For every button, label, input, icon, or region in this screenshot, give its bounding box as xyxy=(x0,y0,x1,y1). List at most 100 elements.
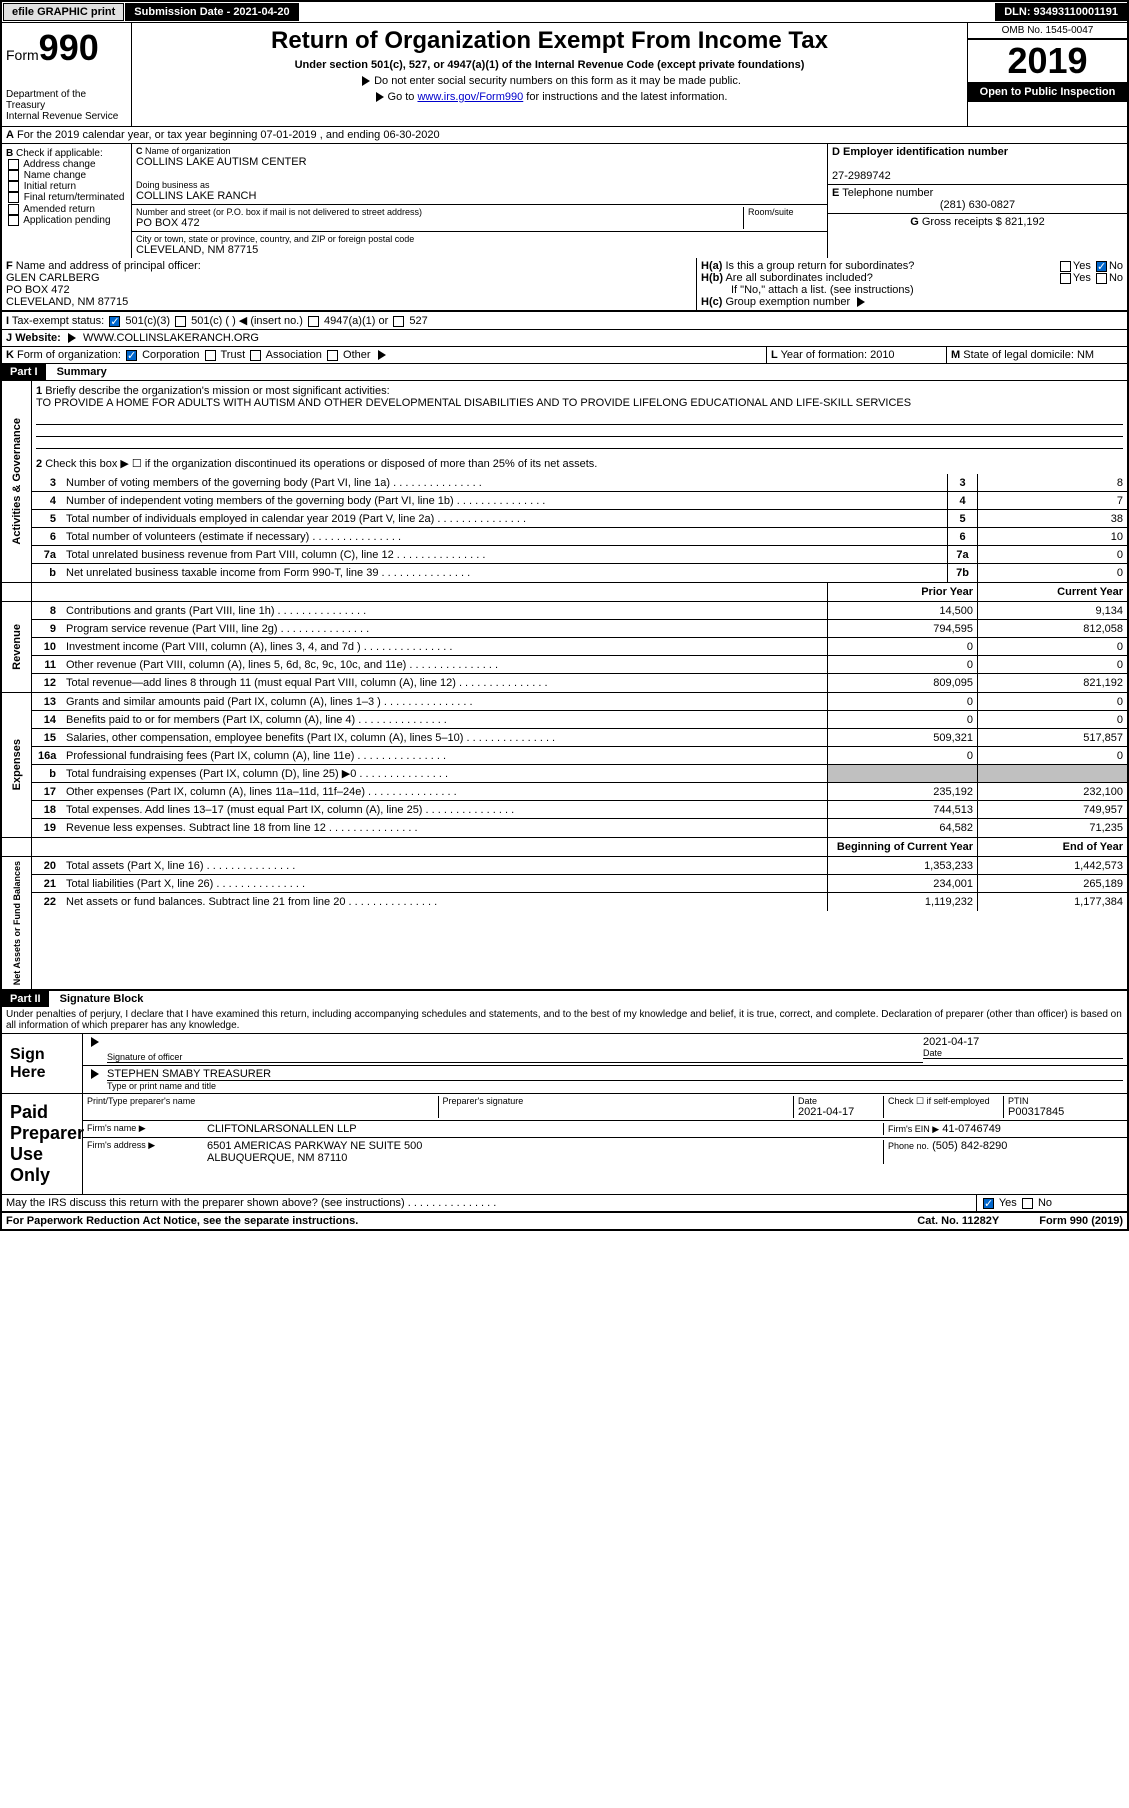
table-row: 22Net assets or fund balances. Subtract … xyxy=(32,893,1127,911)
corp-checkbox[interactable] xyxy=(126,350,137,361)
address-change-checkbox[interactable] xyxy=(8,159,19,170)
table-row: 9Program service revenue (Part VIII, lin… xyxy=(32,620,1127,638)
signer-name-label: Type or print name and title xyxy=(107,1081,1123,1091)
signer-name: STEPHEN SMABY TREASURER xyxy=(107,1068,1123,1081)
table-row: 8Contributions and grants (Part VIII, li… xyxy=(32,602,1127,620)
ptin-label: PTIN xyxy=(1008,1096,1123,1106)
ha-yes-checkbox[interactable] xyxy=(1060,261,1071,272)
firm-name-label: Firm's name ▶ xyxy=(87,1123,207,1135)
instructions-link[interactable]: www.irs.gov/Form990 xyxy=(417,91,523,103)
trust-checkbox[interactable] xyxy=(205,350,216,361)
ha-no-checkbox[interactable] xyxy=(1096,261,1107,272)
activities-governance-section: Activities & Governance 1 Briefly descri… xyxy=(2,381,1127,583)
officer-label: Name and address of principal officer: xyxy=(16,260,201,272)
form-header: Form990 Department of the Treasury Inter… xyxy=(2,23,1127,127)
table-row: 11Other revenue (Part VIII, column (A), … xyxy=(32,656,1127,674)
no-label: No xyxy=(1038,1197,1052,1209)
paid-preparer-section: Paid Preparer Use Only Print/Type prepar… xyxy=(2,1093,1127,1194)
line-a: A For the 2019 calendar year, or tax yea… xyxy=(2,127,1127,144)
firm-ein-label: Firm's EIN ▶ xyxy=(888,1124,939,1134)
year-formation-label: Year of formation: xyxy=(781,349,867,361)
form-label: Form xyxy=(6,47,39,63)
form-title: Return of Organization Exempt From Incom… xyxy=(136,27,963,55)
part2-title: Signature Block xyxy=(52,991,152,1007)
prep-sig-label: Preparer's signature xyxy=(438,1096,794,1118)
paperwork-notice: For Paperwork Reduction Act Notice, see … xyxy=(6,1215,358,1227)
firm-addr-label: Firm's address ▶ xyxy=(87,1140,207,1164)
form-no-footer: Form 990 (2019) xyxy=(1039,1215,1123,1227)
section-b-to-g: B Check if applicable: Address change Na… xyxy=(2,144,1127,258)
527-checkbox[interactable] xyxy=(393,316,404,327)
table-row: 12Total revenue—add lines 8 through 11 (… xyxy=(32,674,1127,692)
table-row: 17Other expenses (Part IX, column (A), l… xyxy=(32,783,1127,801)
corp-label: Corporation xyxy=(142,349,199,361)
table-row: 21Total liabilities (Part X, line 26)234… xyxy=(32,875,1127,893)
firm-ein: 41-0746749 xyxy=(942,1123,1001,1135)
efile-print-button[interactable]: efile GRAPHIC print xyxy=(3,3,124,21)
revenue-vertical-label: Revenue xyxy=(9,620,25,674)
discuss-yes-checkbox[interactable] xyxy=(983,1198,994,1209)
part1-title: Summary xyxy=(49,364,115,380)
other-checkbox[interactable] xyxy=(327,350,338,361)
amended-return-checkbox[interactable] xyxy=(8,204,19,215)
check-if-label: Check if applicable: xyxy=(16,148,103,159)
room-suite-label: Room/suite xyxy=(743,207,823,229)
part1-header: Part I xyxy=(2,364,46,380)
mission-label: Briefly describe the organization's miss… xyxy=(45,385,389,397)
table-row: 13Grants and similar amounts paid (Part … xyxy=(32,693,1127,711)
501c-checkbox[interactable] xyxy=(175,316,186,327)
prep-name-label: Print/Type preparer's name xyxy=(87,1096,438,1118)
beginning-year-header: Beginning of Current Year xyxy=(827,838,977,856)
table-row: bTotal fundraising expenses (Part IX, co… xyxy=(32,765,1127,783)
gross-receipts-value: 821,192 xyxy=(1005,216,1045,228)
note-ssn: Do not enter social security numbers on … xyxy=(374,75,741,87)
website-value: WWW.COLLINSLAKERANCH.ORG xyxy=(83,332,259,344)
discuss-label: May the IRS discuss this return with the… xyxy=(6,1197,405,1209)
hc-label: Group exemption number xyxy=(725,296,850,308)
initial-return-label: Initial return xyxy=(24,181,76,192)
ag-vertical-label: Activities & Governance xyxy=(9,414,25,549)
omb-number: OMB No. 1545-0047 xyxy=(968,23,1127,39)
assoc-checkbox[interactable] xyxy=(250,350,261,361)
ptin-value: P00317845 xyxy=(1008,1106,1123,1118)
part2-header: Part II xyxy=(2,991,49,1007)
org-name: COLLINS LAKE AUTISM CENTER xyxy=(136,156,823,168)
expenses-section: Expenses 13Grants and similar amounts pa… xyxy=(2,693,1127,838)
table-row: 19Revenue less expenses. Subtract line 1… xyxy=(32,819,1127,837)
submission-date-label: Submission Date - 2021-04-20 xyxy=(125,3,298,21)
officer-sig-label: Signature of officer xyxy=(107,1052,923,1063)
hb-no-checkbox[interactable] xyxy=(1096,273,1107,284)
table-row: 15Salaries, other compensation, employee… xyxy=(32,729,1127,747)
firm-name: CLIFTONLARSONALLEN LLP xyxy=(207,1123,883,1135)
prep-date-label: Date xyxy=(798,1096,883,1106)
4947-checkbox[interactable] xyxy=(308,316,319,327)
firm-addr: 6501 AMERICAS PARKWAY NE SUITE 500 xyxy=(207,1140,883,1152)
mission-text: TO PROVIDE A HOME FOR ADULTS WITH AUTISM… xyxy=(36,397,911,409)
cat-no: Cat. No. 11282Y xyxy=(917,1215,999,1227)
firm-city: ALBUQUERQUE, NM 87110 xyxy=(207,1152,883,1164)
hb-yes-checkbox[interactable] xyxy=(1060,273,1071,284)
discuss-no-checkbox[interactable] xyxy=(1022,1198,1033,1209)
tax-year: 2019 xyxy=(968,39,1127,82)
table-row: 10Investment income (Part VIII, column (… xyxy=(32,638,1127,656)
application-pending-checkbox[interactable] xyxy=(8,215,19,226)
table-row: 14Benefits paid to or for members (Part … xyxy=(32,711,1127,729)
paid-preparer-label: Paid Preparer Use Only xyxy=(2,1094,82,1194)
form-container: efile GRAPHIC print Submission Date - 20… xyxy=(0,0,1129,1231)
expenses-vertical-label: Expenses xyxy=(9,735,25,794)
name-change-checkbox[interactable] xyxy=(8,170,19,181)
website-label: Website: xyxy=(15,332,61,344)
initial-return-checkbox[interactable] xyxy=(8,181,19,192)
application-pending-label: Application pending xyxy=(23,215,110,226)
table-row: 6Total number of volunteers (estimate if… xyxy=(32,528,1127,546)
amended-return-label: Amended return xyxy=(23,204,95,215)
dept-label: Department of the Treasury xyxy=(6,89,127,111)
name-change-label: Name change xyxy=(24,170,86,181)
501c3-checkbox[interactable] xyxy=(109,316,120,327)
final-return-checkbox[interactable] xyxy=(8,192,19,203)
gross-receipts-label: Gross receipts $ xyxy=(922,216,1002,228)
form-number: 990 xyxy=(39,27,99,68)
yes-label: Yes xyxy=(999,1197,1017,1209)
sign-here-section: Sign Here Signature of officer 2021-04-1… xyxy=(2,1033,1127,1093)
state-domicile-label: State of legal domicile: xyxy=(963,349,1074,361)
